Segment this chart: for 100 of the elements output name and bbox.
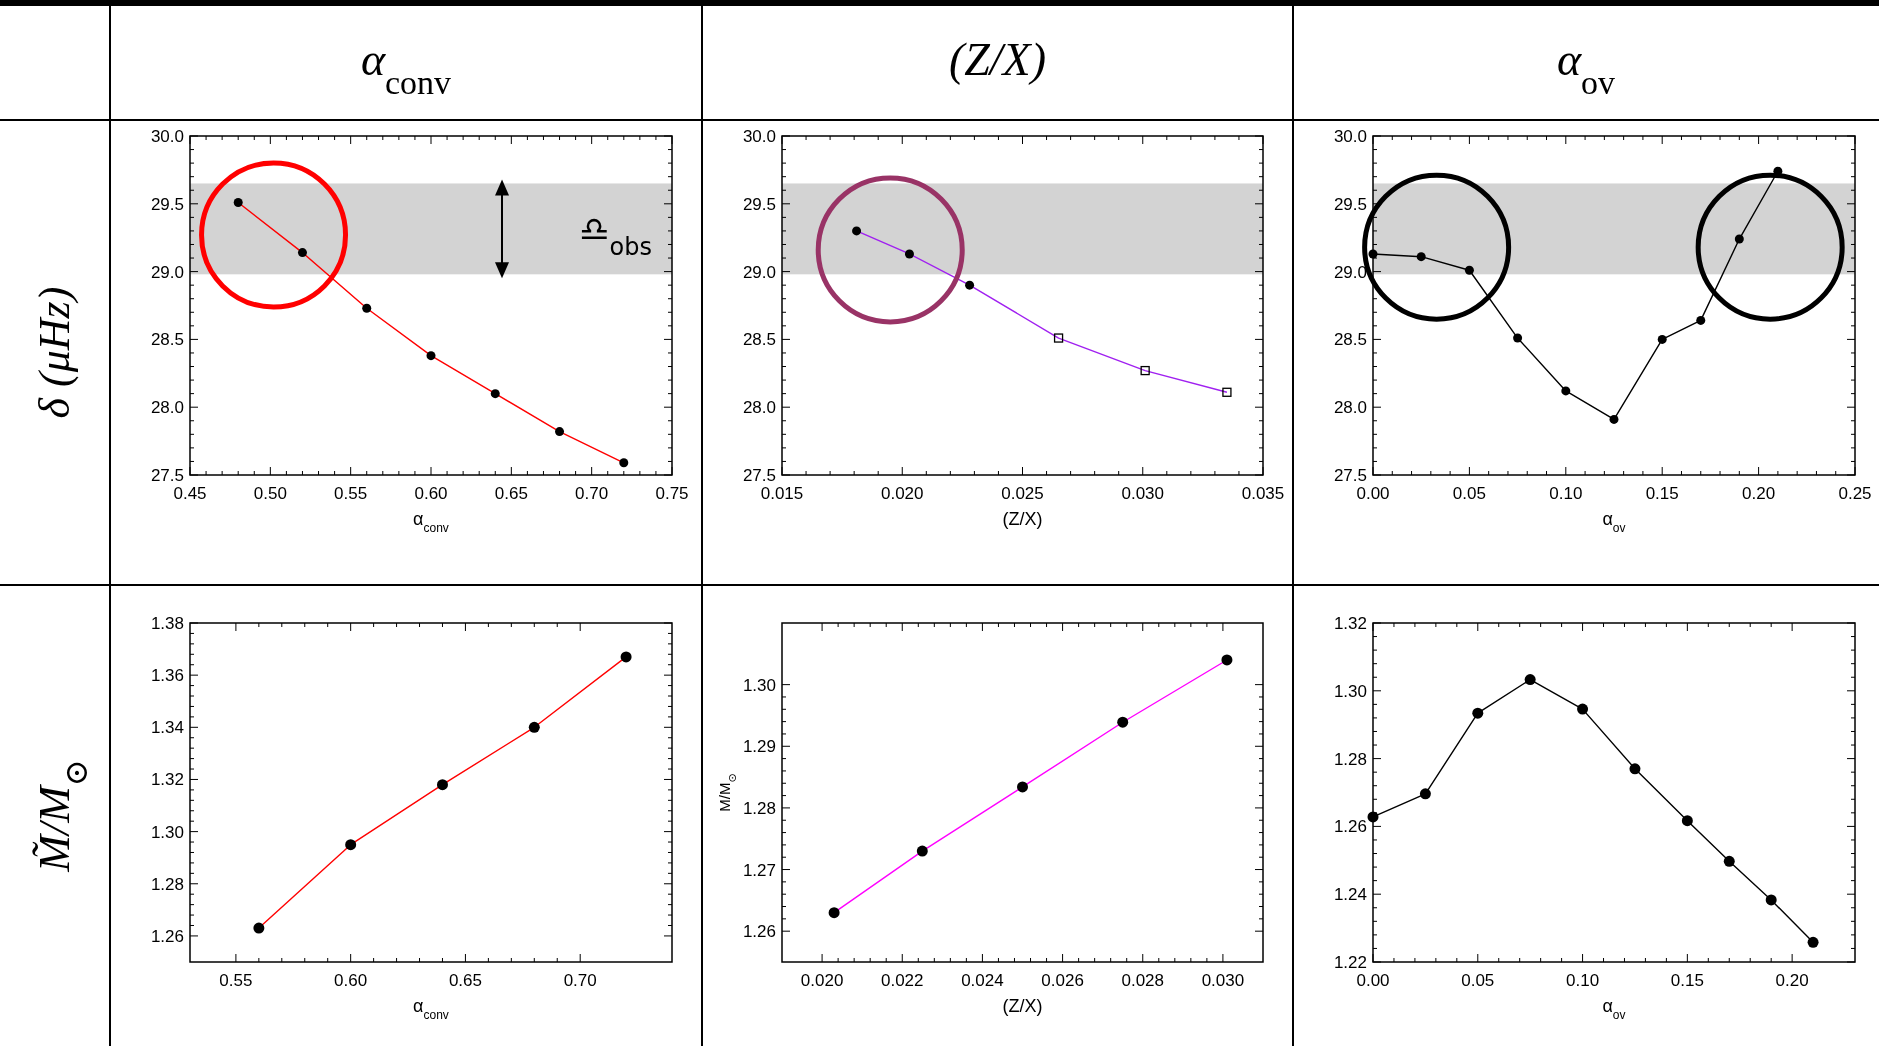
y-tick-label: 27.5 <box>742 466 776 485</box>
x-tick-label: 0.55 <box>334 484 368 503</box>
y-tick-label: 1.28 <box>742 798 776 818</box>
point <box>852 226 862 236</box>
y-tick-label: 29.0 <box>1333 262 1367 282</box>
point <box>1577 703 1589 715</box>
x-tick-label: 0.10 <box>1566 971 1600 990</box>
x-tick-label: 0.020 <box>800 971 844 990</box>
x-tick-label: 0.022 <box>880 971 924 990</box>
y-tick-label: 28.0 <box>1333 398 1367 418</box>
x-tick-label: 0.45 <box>173 484 207 503</box>
x-tick-label: 0.026 <box>1041 971 1084 990</box>
y-tick-label: 29.5 <box>150 194 184 214</box>
x-tick-label: 0.028 <box>1121 971 1165 990</box>
point <box>1657 334 1667 344</box>
x-tick-label: 0.030 <box>1121 484 1165 503</box>
x-tick-label: 0.25 <box>1838 484 1872 503</box>
y-tick-label: 27.5 <box>1333 466 1367 485</box>
y-tick-label: 28.5 <box>742 330 776 350</box>
x-tick-label: 0.60 <box>334 971 368 990</box>
y-tick-label: 30.0 <box>1333 127 1367 146</box>
band-label: ♎$_{obs}$ <box>579 208 652 261</box>
x-tick-label: 0.15 <box>1645 484 1679 503</box>
y-tick-label: 1.28 <box>1333 749 1367 769</box>
y-tick-label: 1.27 <box>742 860 776 880</box>
chart-title: α$_{conv}$ <box>360 34 452 101</box>
x-tick-label: 0.55 <box>219 971 253 990</box>
y-tick-label: 30.0 <box>742 127 776 146</box>
y-tick-label: 28.5 <box>150 330 184 350</box>
point <box>1524 674 1536 686</box>
y-tick-label: 1.26 <box>742 922 776 942</box>
y-tick-label: 29.0 <box>150 262 184 282</box>
point <box>1053 333 1064 343</box>
y-tick-label: 1.22 <box>1333 953 1367 972</box>
x-axis-title: α$_{conv}$ <box>413 996 449 1022</box>
y-tick-label: 1.26 <box>150 926 184 946</box>
x-axis-title: α$_{ov}$ <box>1602 996 1626 1022</box>
y-tick-label: 1.28 <box>150 874 184 894</box>
x-tick-label: 0.65 <box>494 484 528 503</box>
x-tick-label: 0.05 <box>1461 971 1495 990</box>
point <box>1419 788 1431 800</box>
y-tick-label: 28.0 <box>742 398 776 418</box>
y-tick-label: 1.32 <box>150 770 184 790</box>
point <box>1807 936 1819 948</box>
x-tick-label: 0.70 <box>575 484 609 503</box>
y-tick-label: 1.32 <box>1333 614 1367 633</box>
x-axis-title: α$_{conv}$ <box>413 509 449 535</box>
y-tick-label: 1.29 <box>742 737 776 757</box>
x-tick-label: 0.025 <box>1001 484 1044 503</box>
y-tick-label: 30.0 <box>150 127 184 146</box>
y-tick-label: 1.30 <box>1333 681 1367 701</box>
x-tick-label: 0.70 <box>563 971 597 990</box>
point <box>1513 333 1523 343</box>
x-tick-label: 0.035 <box>1241 484 1285 503</box>
x-tick-label: 0.75 <box>655 484 689 503</box>
y-tick-label: 1.24 <box>1333 885 1367 905</box>
point <box>1696 315 1706 325</box>
x-tick-label: 0.030 <box>1201 971 1245 990</box>
x-tick-label: 0.10 <box>1549 484 1583 503</box>
y-tick-label: 1.38 <box>150 614 184 633</box>
y-tick-label: 1.26 <box>1333 817 1367 837</box>
point <box>1416 252 1426 262</box>
x-tick-label: 0.60 <box>414 484 448 503</box>
chart-title: (Z/X) <box>948 34 1047 85</box>
point <box>1472 707 1484 719</box>
x-tick-label: 0.00 <box>1356 484 1390 503</box>
x-tick-label: 0.50 <box>253 484 287 503</box>
x-tick-label: 0.020 <box>880 484 924 503</box>
y-tick-label: 28.5 <box>1333 330 1367 350</box>
x-tick-label: 0.00 <box>1356 971 1390 990</box>
point <box>1765 894 1777 906</box>
point <box>1723 855 1735 867</box>
x-axis-title: (Z/X) <box>1002 996 1043 1016</box>
x-tick-label: 0.024 <box>961 971 1004 990</box>
x-tick-label: 0.15 <box>1670 971 1704 990</box>
x-tick-label: 0.05 <box>1452 484 1486 503</box>
chart-title: α$_{ov}$ <box>1556 34 1616 101</box>
x-tick-label: 0.015 <box>760 484 804 503</box>
point <box>1609 414 1619 424</box>
y-tick-label: 1.36 <box>150 666 184 686</box>
point <box>1140 365 1150 376</box>
point <box>1464 265 1474 275</box>
y-tick-label: 29.5 <box>742 194 776 214</box>
y-tick-label: 27.5 <box>150 466 184 485</box>
point <box>1681 815 1693 827</box>
y-tick-label: 1.30 <box>150 822 184 842</box>
y-tick-label: 28.0 <box>150 398 184 418</box>
point <box>1561 386 1571 396</box>
point <box>1629 763 1641 775</box>
point <box>1222 387 1232 397</box>
x-axis-title: (Z/X) <box>1002 509 1043 529</box>
y-tick-label: 29.0 <box>742 262 776 282</box>
point <box>1734 234 1744 244</box>
x-tick-label: 0.65 <box>448 971 482 990</box>
x-tick-label: 0.20 <box>1775 971 1809 990</box>
x-axis-title: α$_{ov}$ <box>1602 509 1626 535</box>
y-tick-label: 1.30 <box>742 675 776 695</box>
y-tick-label: 1.34 <box>150 718 184 738</box>
y-axis-title: δ (μHz) <box>30 286 79 419</box>
y-tick-label: 29.5 <box>1333 194 1367 214</box>
